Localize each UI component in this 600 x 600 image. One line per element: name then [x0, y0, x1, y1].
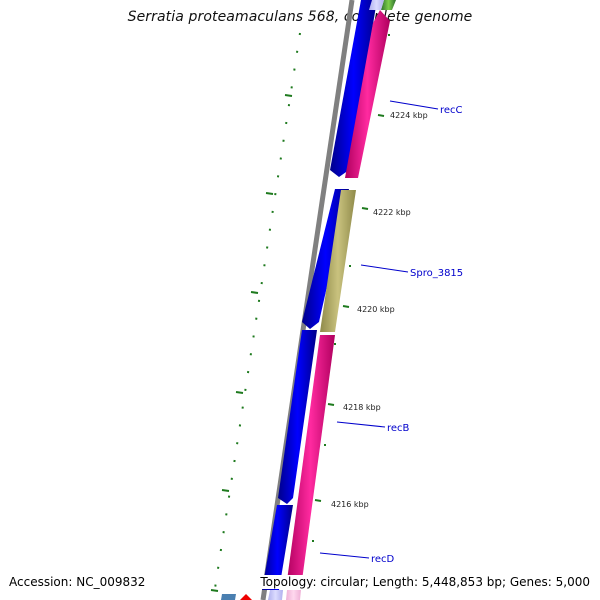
kbp-label-4222: 4222 kbp: [373, 208, 411, 217]
inner-major-ticks: [210, 94, 293, 592]
cds-blue-lower: [278, 330, 317, 504]
accession-label: Accession: NC_009832: [9, 575, 146, 589]
gene-label-recB: recB: [387, 423, 410, 434]
gene-leader-lines: [319, 100, 439, 559]
cds-lavender-top: [369, 0, 384, 10]
cds-lavender-pink-bottom: [286, 590, 301, 600]
kbp-labels: 4224 kbp 4222 kbp 4220 kbp 4218 kbp 4216…: [331, 111, 428, 509]
kbp-label-4224: 4224 kbp: [390, 111, 428, 120]
bottom-edge-features: [221, 594, 252, 600]
cds-blue-top: [330, 0, 377, 177]
cds-lavender-bottom: [268, 590, 283, 600]
cds-blue-bottom: [262, 505, 293, 590]
topology-label: Topology: circular; Length: 5,448,853 bp…: [258, 575, 590, 589]
gene-label-recC: recC: [440, 105, 463, 116]
gene-label-Spro_3815: Spro_3815: [410, 268, 463, 279]
gene-label-recD: recD: [371, 554, 395, 565]
kbp-label-4216: 4216 kbp: [331, 500, 369, 509]
cds-green-top: [381, 0, 396, 10]
outer-ruler-ticks: [312, 34, 390, 542]
cds-pink-top: [345, 10, 390, 178]
cds-pink-lower: [286, 335, 335, 588]
kbp-label-4220: 4220 kbp: [357, 305, 395, 314]
cds-khaki-middle: [320, 190, 356, 332]
gene-labels: recC Spro_3815 recB recD: [371, 105, 463, 565]
kbp-label-4218: 4218 kbp: [343, 403, 381, 412]
